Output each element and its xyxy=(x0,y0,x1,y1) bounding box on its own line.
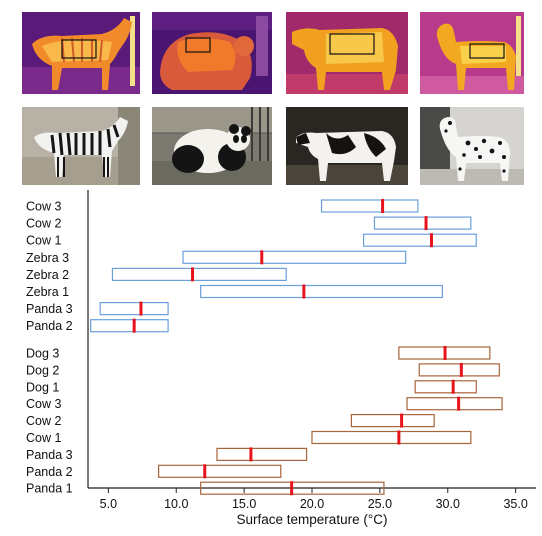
range-box xyxy=(99,301,169,316)
cow-photo xyxy=(286,107,408,185)
category-label: Zebra 1 xyxy=(26,285,69,299)
range-box xyxy=(90,319,169,333)
x-axis-title: Surface temperature (°C) xyxy=(237,512,388,527)
range-box xyxy=(414,380,477,394)
range-box xyxy=(320,199,419,213)
thermal-zebra-image xyxy=(22,12,140,94)
category-label: Panda 2 xyxy=(26,319,73,333)
category-label: Cow 1 xyxy=(26,234,61,248)
category-label: Dog 2 xyxy=(26,363,59,377)
thermal-dog-image xyxy=(420,12,524,94)
range-box xyxy=(406,397,503,411)
unstriped-series-boxes xyxy=(157,346,503,496)
x-tick-label: 35.0 xyxy=(503,497,527,511)
category-label: Dog 3 xyxy=(26,347,59,361)
range-box xyxy=(311,430,472,445)
zebra-photo xyxy=(22,107,140,185)
thermal-panda-image xyxy=(152,12,272,94)
striped-series-boxes xyxy=(90,199,477,333)
range-box xyxy=(200,284,443,299)
x-tick-label: 20.0 xyxy=(300,497,324,511)
dog-photo xyxy=(420,107,524,185)
thermal-cow-image xyxy=(286,12,408,94)
category-label: Cow 2 xyxy=(26,217,61,231)
x-tick-label: 15.0 xyxy=(232,497,256,511)
range-box xyxy=(182,250,407,264)
category-label: Cow 3 xyxy=(26,397,61,411)
category-label: Panda 1 xyxy=(26,482,73,496)
category-label: Zebra 2 xyxy=(26,268,69,282)
x-axis-ticks: 5.0 10.0 15.0 20.0 25.0 30.0 35.0 xyxy=(100,488,528,511)
category-label: Zebra 3 xyxy=(26,251,69,265)
category-label: Panda 3 xyxy=(26,302,73,316)
category-label: Panda 3 xyxy=(26,448,73,462)
range-box xyxy=(350,414,435,428)
panda-photo xyxy=(152,107,272,185)
category-label: Cow 3 xyxy=(26,200,61,214)
surface-temperature-chart: Cow 3 Cow 2 Cow 1 Zebra 3 Zebra 2 Zebra 1 Pand… xyxy=(26,190,536,527)
x-tick-label: 25.0 xyxy=(368,497,392,511)
x-tick-label: 5.0 xyxy=(100,497,117,511)
x-tick-label: 10.0 xyxy=(164,497,188,511)
category-label: Cow 2 xyxy=(26,414,61,428)
category-label: Cow 1 xyxy=(26,431,61,445)
range-box xyxy=(157,464,282,478)
category-labels: Cow 3 Cow 2 Cow 1 Zebra 3 Zebra 2 Zebra 1 Pand… xyxy=(26,200,73,496)
x-tick-label: 30.0 xyxy=(436,497,460,511)
range-box xyxy=(362,233,477,247)
range-box xyxy=(373,216,472,230)
category-label: Panda 2 xyxy=(26,465,73,479)
range-box xyxy=(418,363,500,377)
range-box xyxy=(216,447,308,461)
category-label: Dog 1 xyxy=(26,380,59,394)
range-box xyxy=(111,267,287,282)
